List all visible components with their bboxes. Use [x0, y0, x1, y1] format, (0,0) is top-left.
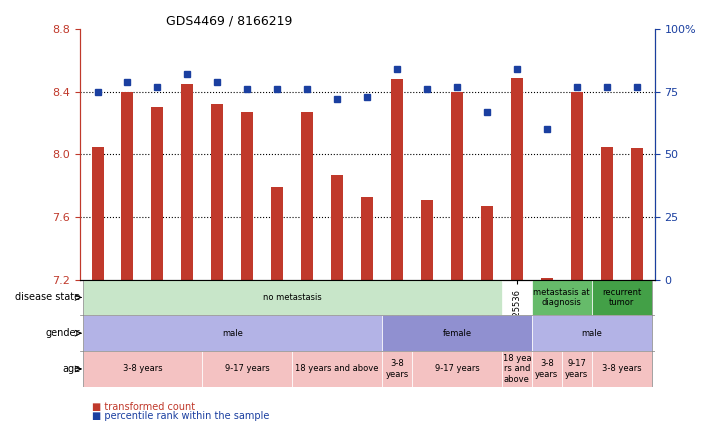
FancyBboxPatch shape	[532, 280, 592, 315]
Text: 9-17 years: 9-17 years	[225, 365, 269, 374]
Bar	[301, 112, 313, 280]
FancyBboxPatch shape	[412, 351, 502, 387]
Bar	[122, 92, 134, 280]
Text: 3-8
years: 3-8 years	[385, 359, 409, 379]
FancyBboxPatch shape	[562, 351, 592, 387]
FancyBboxPatch shape	[382, 315, 532, 351]
FancyBboxPatch shape	[82, 351, 203, 387]
Bar	[361, 197, 373, 280]
Bar	[601, 146, 613, 280]
Text: ■ transformed count: ■ transformed count	[92, 402, 196, 412]
Text: male: male	[222, 329, 242, 338]
Text: gender: gender	[46, 328, 80, 338]
Bar	[571, 92, 583, 280]
Bar	[541, 278, 553, 280]
Bar	[331, 175, 343, 280]
Text: 9-17
years: 9-17 years	[565, 359, 589, 379]
FancyBboxPatch shape	[292, 351, 382, 387]
FancyBboxPatch shape	[592, 351, 652, 387]
Text: ■ percentile rank within the sample: ■ percentile rank within the sample	[92, 411, 269, 421]
FancyBboxPatch shape	[532, 351, 562, 387]
FancyBboxPatch shape	[592, 280, 652, 315]
Bar	[272, 187, 283, 280]
Bar	[511, 78, 523, 280]
Text: 3-8
years: 3-8 years	[535, 359, 558, 379]
Text: disease state: disease state	[15, 292, 80, 302]
FancyBboxPatch shape	[532, 315, 652, 351]
Bar	[241, 112, 253, 280]
Bar	[181, 84, 193, 280]
Text: female: female	[442, 329, 471, 338]
FancyBboxPatch shape	[382, 351, 412, 387]
Text: 18 yea
rs and
above: 18 yea rs and above	[503, 354, 531, 384]
Text: metastasis at
diagnosis: metastasis at diagnosis	[533, 288, 590, 307]
Bar	[391, 79, 403, 280]
Text: 18 years and above: 18 years and above	[295, 365, 379, 374]
Text: age: age	[62, 364, 80, 374]
Bar	[481, 206, 493, 280]
Text: 9-17 years: 9-17 years	[434, 365, 479, 374]
FancyBboxPatch shape	[203, 351, 292, 387]
Bar	[631, 148, 643, 280]
Bar	[421, 200, 433, 280]
Bar	[451, 92, 463, 280]
Text: male: male	[582, 329, 602, 338]
Text: recurrent
tumor: recurrent tumor	[602, 288, 641, 307]
Bar	[151, 107, 164, 280]
FancyBboxPatch shape	[502, 351, 532, 387]
Bar	[211, 104, 223, 280]
FancyBboxPatch shape	[82, 315, 382, 351]
Text: 3-8 years: 3-8 years	[602, 365, 641, 374]
Text: GDS4469 / 8166219: GDS4469 / 8166219	[166, 15, 292, 28]
Text: 3-8 years: 3-8 years	[122, 365, 162, 374]
Bar	[92, 146, 104, 280]
Text: no metastasis: no metastasis	[263, 293, 321, 302]
FancyBboxPatch shape	[82, 280, 502, 315]
